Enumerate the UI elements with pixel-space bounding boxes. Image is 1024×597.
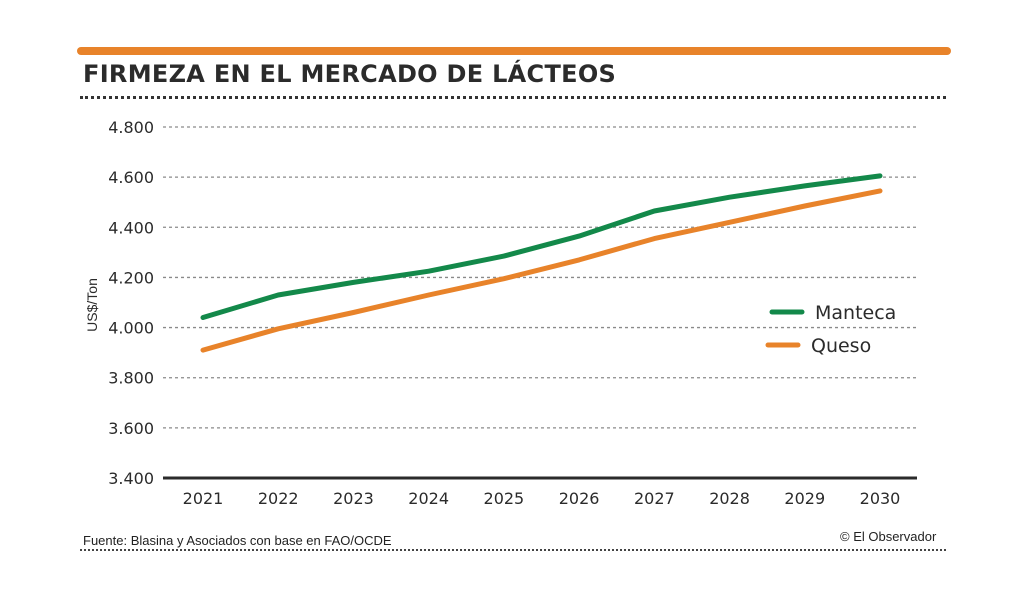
footer-divider [80,549,946,551]
y-axis-label: US$/Ton [84,278,100,332]
y-tick-label: 4.600 [108,168,154,187]
y-axis-ticks: 3.400 3.600 3.800 4.000 4.200 4.400 4.600 4.800 [108,118,154,488]
series-lines [200,173,883,353]
series-line-manteca [200,173,883,320]
x-tick-label: 2030 [860,489,901,508]
y-tick-label: 4.200 [108,268,154,287]
legend-label-manteca: Manteca [815,302,896,324]
y-tick-label: 4.800 [108,118,154,137]
x-tick-label: 2022 [258,489,299,508]
accent-bar [77,47,951,55]
x-tick-label: 2026 [559,489,600,508]
x-tick-label: 2023 [333,489,374,508]
gridlines [163,126,917,429]
chart-title: FIRMEZA EN EL MERCADO DE LÁCTEOS [83,60,617,88]
x-tick-label: 2021 [183,489,224,508]
legend-label-queso: Queso [811,335,871,357]
series-line-queso [200,188,883,353]
x-tick-label: 2028 [709,489,750,508]
x-tick-label: 2025 [484,489,525,508]
x-tick-label: 2024 [408,489,449,508]
y-tick-label: 3.600 [108,419,154,438]
title-divider [80,96,946,99]
x-tick-label: 2027 [634,489,675,508]
x-axis-ticks: 2021 2022 2023 2024 2025 2026 2027 2028 2029 2030 [183,489,901,508]
credit-note: © El Observador [840,529,937,544]
y-tick-label: 4.000 [108,319,154,338]
legend: Manteca Queso [765,302,896,357]
source-note: Fuente: Blasina y Asociados con base en … [83,533,392,548]
x-tick-label: 2029 [784,489,825,508]
y-tick-label: 4.400 [108,218,154,237]
y-tick-label: 3.400 [108,469,154,488]
y-tick-label: 3.800 [108,369,154,388]
